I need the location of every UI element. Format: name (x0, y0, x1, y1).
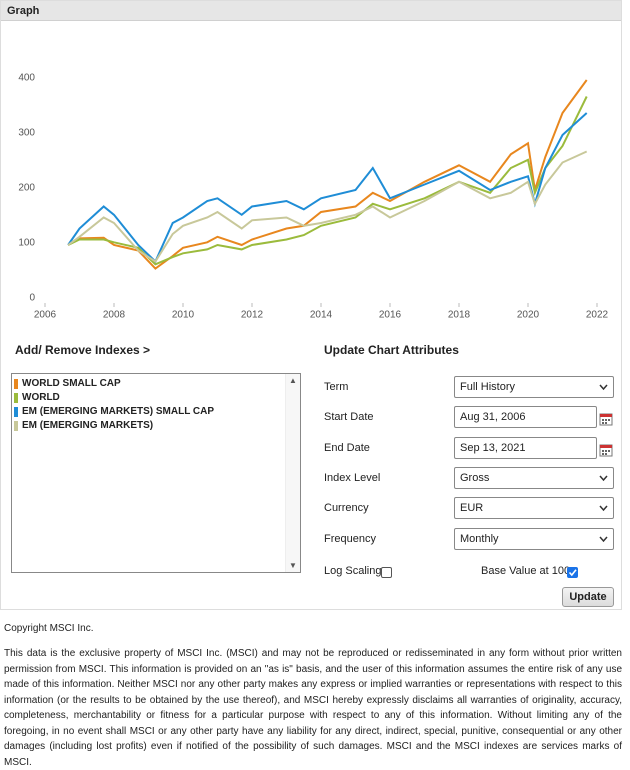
y-tick-label: 200 (18, 183, 35, 194)
section-title: Update Chart Attributes (324, 343, 459, 357)
series-line (67, 96, 588, 266)
date-input[interactable]: Aug 31, 2006 (454, 406, 597, 428)
disclaimer: This data is the exclusive property of M… (4, 648, 622, 768)
check-mark (568, 569, 577, 577)
chevron (599, 536, 608, 543)
field-value: EUR (460, 502, 484, 514)
field-value: Aug 31, 2006 (460, 411, 526, 423)
series-line (67, 79, 588, 270)
legend-item[interactable]: WORLD SMALL CAP (14, 377, 300, 391)
select[interactable]: Full History (454, 376, 614, 398)
legend-label: EM (EMERGING MARKETS) SMALL CAP (22, 406, 215, 417)
x-tick-label: 2022 (586, 310, 609, 321)
chart: 0 100 200 300 400 2006 2008 2010 2012 2014 2016 201… (18, 73, 609, 321)
add-remove-link[interactable]: Add/ Remove Indexes > (15, 343, 151, 357)
chevron (599, 384, 608, 391)
x-tick-label: 2016 (379, 310, 402, 321)
field-value: Sep 13, 2021 (460, 442, 526, 454)
x-tick-label: 2014 (310, 310, 333, 321)
calendar-icon[interactable] (599, 443, 613, 457)
series-line (67, 112, 588, 264)
legend-item[interactable]: EM (EMERGING MARKETS) SMALL CAP (14, 405, 300, 419)
field-label: Start Date (324, 411, 374, 423)
legend-item[interactable]: WORLD (14, 391, 300, 405)
x-tick-label: 2018 (448, 310, 471, 321)
field-value: Monthly (460, 533, 499, 545)
scrollbar[interactable]: ▲ ▼ (285, 374, 300, 572)
base-value-checkbox[interactable] (567, 567, 578, 578)
y-tick-label: 0 (29, 293, 35, 304)
legend-label: EM (EMERGING MARKETS) (22, 420, 154, 431)
legend: WORLD SMALL CAP WORLD EM (EMERGING MARKETS… (12, 374, 300, 433)
legend-label: WORLD SMALL CAP (22, 378, 121, 389)
log-scaling-label: Log Scaling (324, 565, 382, 577)
chevron (599, 505, 608, 512)
series-line (67, 150, 588, 263)
field-value: Full History (460, 381, 516, 393)
field-label: End Date (324, 442, 370, 454)
x-tick-label: 2008 (103, 310, 126, 321)
date-input[interactable]: Sep 13, 2021 (454, 437, 597, 459)
select[interactable]: Gross (454, 467, 614, 489)
legend-swatch (14, 407, 18, 417)
legend-label: WORLD (22, 392, 60, 403)
chevron (599, 475, 608, 482)
x-tick-label: 2012 (241, 310, 264, 321)
field-label: Index Level (324, 472, 381, 484)
copyright: Copyright MSCI Inc. (4, 623, 94, 634)
field-label: Frequency (324, 533, 376, 545)
field-value: Gross (460, 472, 490, 484)
calendar-icon[interactable] (599, 412, 613, 426)
x-tick-label: 2010 (172, 310, 195, 321)
field-label: Currency (324, 502, 369, 514)
legend-item[interactable]: EM (EMERGING MARKETS) (14, 419, 300, 433)
log-scaling-checkbox[interactable] (381, 567, 392, 578)
select[interactable]: Monthly (454, 528, 614, 550)
x-tick-label: 2006 (34, 310, 57, 321)
x-tick-label: 2020 (517, 310, 540, 321)
legend-swatch (14, 379, 18, 389)
field-label: Term (324, 381, 349, 393)
panel-header: Graph (1, 1, 621, 21)
y-tick-label: 400 (18, 73, 35, 84)
legend-swatch (14, 421, 18, 431)
y-tick-label: 300 (18, 128, 35, 139)
base-value-label: Base Value at 100 (481, 565, 571, 577)
select[interactable]: EUR (454, 497, 614, 519)
index-list[interactable]: WORLD SMALL CAP WORLD EM (EMERGING MARKETS… (11, 373, 301, 573)
update-button[interactable]: Update (562, 587, 614, 607)
legend-swatch (14, 393, 18, 403)
graph-panel: Graph 0 100 200 300 400 2006 2008 2010 2012 2014 2… (0, 0, 622, 610)
y-tick-label: 100 (18, 238, 35, 249)
